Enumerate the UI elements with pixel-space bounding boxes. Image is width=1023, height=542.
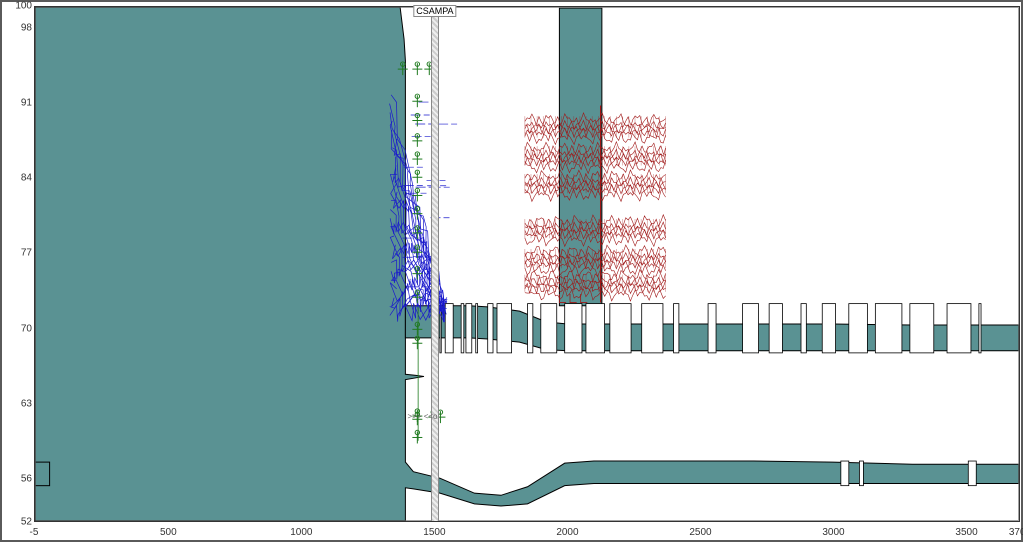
x-tick: 1000 (290, 527, 312, 538)
y-tick: 100 (4, 1, 32, 12)
cursor-label: CSAMPA (413, 5, 456, 17)
x-tick: 2000 (556, 527, 578, 538)
y-tick: 91 (4, 97, 32, 108)
inline-symbols: >>> <<o (407, 412, 437, 421)
x-tick: 3701 (1009, 527, 1023, 538)
x-tick: -5 (30, 527, 39, 538)
x-tick: 500 (160, 527, 177, 538)
x-tick: 2500 (689, 527, 711, 538)
y-tick: 84 (4, 173, 32, 184)
y-tick: 52 (4, 517, 32, 528)
y-tick: 56 (4, 474, 32, 485)
plot-svg (35, 7, 1019, 521)
y-tick: 63 (4, 398, 32, 409)
cursor-bar[interactable]: CSAMPA (431, 7, 439, 521)
x-tick: 3000 (822, 527, 844, 538)
x-tick: 3500 (955, 527, 977, 538)
x-tick: 1500 (423, 527, 445, 538)
y-tick: 70 (4, 323, 32, 334)
y-tick: 98 (4, 22, 32, 33)
y-tick: 77 (4, 248, 32, 259)
